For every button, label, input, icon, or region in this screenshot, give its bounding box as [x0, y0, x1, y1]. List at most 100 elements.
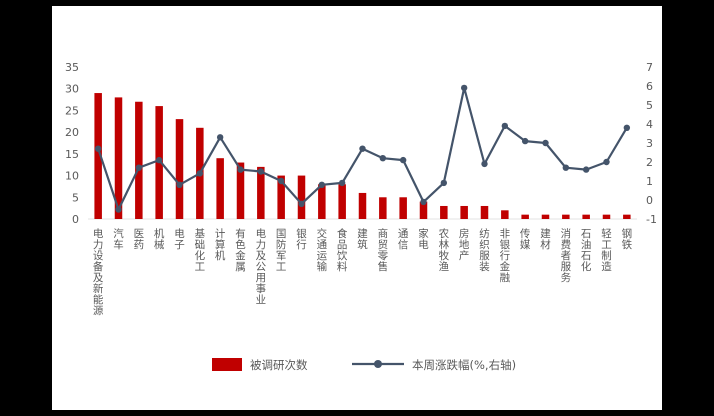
- bar-有色金属: [236, 162, 245, 219]
- bar-非银行金融: [501, 210, 509, 219]
- bar-消费者服务: [562, 214, 570, 219]
- right-axis-tick-label: 5: [646, 99, 653, 112]
- bar-食品饮料: [338, 184, 346, 219]
- category-label: 国防军工: [276, 228, 287, 273]
- line-marker-轻工制造: [603, 158, 610, 166]
- right-axis-tick-label: 1: [646, 175, 653, 188]
- line-marker-钢铁: [623, 124, 631, 131]
- right-axis-tick-label: 3: [646, 137, 653, 150]
- left-axis-tick-label: 15: [65, 148, 79, 161]
- category-label: 钢铁: [622, 227, 633, 251]
- category-label: 非银行金融: [500, 228, 511, 284]
- left-axis-tick-label: 5: [72, 191, 79, 204]
- line-marker-房地产: [460, 84, 468, 92]
- right-axis-tick-label: 4: [646, 118, 653, 131]
- line-marker-汽车: [115, 206, 122, 213]
- category-label: 石油石化: [581, 228, 592, 273]
- line-marker-机械: [155, 156, 163, 164]
- bar-建材: [541, 214, 550, 219]
- bar-建筑: [358, 192, 367, 219]
- research-count-vs-weekly-change-chart: 0 5 10 15 20 25 30 35 -1 0 1 2 3 4 5 6 7 电力设备及新能源汽车医药机械电子…: [65, 61, 657, 372]
- line-marker-纺织服装: [481, 160, 488, 168]
- bar-通信: [399, 197, 407, 219]
- category-label: 建筑: [357, 227, 368, 251]
- category-label: 机械: [154, 227, 165, 251]
- right-axis-tick-label: 0: [646, 194, 653, 207]
- category-label: 医药: [134, 228, 145, 251]
- bar-农林牧渔: [440, 205, 448, 219]
- category-label: 建材: [540, 227, 551, 251]
- right-axis-tick-label: 2: [646, 156, 653, 169]
- bar-房地产: [460, 205, 468, 219]
- line-marker-建材: [542, 139, 549, 147]
- bar-计算机: [216, 158, 224, 219]
- left-axis-tick-label: 0: [72, 213, 79, 226]
- category-label: 通信: [398, 228, 409, 251]
- line-marker-计算机: [216, 134, 224, 141]
- legend-bar-label: 被调研次数: [250, 358, 308, 372]
- category-label: 交通运输: [317, 227, 328, 273]
- legend-bar-swatch: [212, 358, 242, 371]
- category-label: 有色金属: [235, 227, 246, 273]
- left-axis-tick-label: 20: [65, 126, 79, 139]
- category-label: 电力设备及新能源: [93, 227, 104, 317]
- legend: 被调研次数 本周涨跌幅(%,右轴): [212, 358, 516, 372]
- bar-纺织服装: [480, 205, 489, 219]
- line-marker-家电: [420, 198, 427, 206]
- line-marker-交通运输: [318, 181, 326, 188]
- category-label: 商贸零售: [378, 227, 389, 273]
- line-marker-通信: [399, 156, 407, 164]
- line-marker-电力及公用事业: [257, 168, 265, 175]
- category-label: 轻工制造: [601, 227, 612, 273]
- line-marker-建筑: [359, 145, 366, 152]
- line-marker-医药: [135, 164, 143, 171]
- left-axis-tick-label: 35: [65, 61, 79, 74]
- category-label: 电子: [174, 227, 185, 251]
- category-label: 食品饮料: [337, 227, 348, 273]
- category-label: 家电: [418, 227, 429, 251]
- right-axis-tick-label: -1: [646, 213, 657, 226]
- chart-panel: 0 5 10 15 20 25 30 35 -1 0 1 2 3 4 5 6 7 电力设备及新能源 汽车 医药 机械 电子…: [52, 6, 662, 410]
- line-marker-国防军工: [277, 177, 285, 185]
- left-axis-tick-label: 10: [65, 170, 79, 183]
- line-marker-银行: [298, 200, 305, 207]
- category-label: 银行: [296, 227, 307, 251]
- bar-电子: [175, 119, 184, 219]
- bar-医药: [135, 101, 143, 219]
- category-label: 基础化工: [195, 227, 206, 273]
- bar-交通运输: [318, 184, 326, 219]
- legend-line-label: 本周涨跌幅(%,右轴): [412, 358, 516, 372]
- line-marker-石油石化: [582, 166, 590, 173]
- line-marker-传媒: [521, 137, 529, 145]
- category-label: 纺织服装: [479, 227, 490, 273]
- category-label: 农林牧渔: [439, 227, 450, 273]
- line-marker-电力设备及新能源: [94, 145, 102, 152]
- line-marker-农林牧渔: [440, 179, 448, 187]
- bar-家电: [419, 201, 428, 219]
- bar-汽车: [114, 97, 123, 219]
- left-axis-tick-label: 30: [65, 83, 79, 96]
- category-label: 消费者服务: [561, 227, 572, 284]
- right-axis-tick-label: 6: [646, 80, 653, 93]
- bar-商贸零售: [379, 197, 387, 219]
- right-axis-tick-label: 7: [646, 61, 653, 74]
- bar-轻工制造: [602, 214, 611, 219]
- line-marker-电子: [176, 181, 183, 188]
- line-marker-食品饮料: [338, 179, 346, 187]
- bar-钢铁: [623, 214, 631, 219]
- legend-line-marker: [374, 360, 382, 368]
- left-axis-tick-label: 25: [65, 104, 79, 117]
- line-marker-商贸零售: [379, 155, 387, 162]
- bar-银行: [297, 175, 306, 219]
- bar-国防军工: [277, 175, 285, 219]
- bar-石油石化: [582, 214, 590, 219]
- line-marker-基础化工: [196, 170, 204, 177]
- line-marker-非银行金融: [501, 122, 509, 130]
- bar-电力及公用事业: [257, 166, 265, 219]
- category-label: 电力及公用事业: [256, 227, 267, 306]
- bar-传媒: [521, 214, 529, 219]
- bar-电力设备及新能源: [94, 93, 102, 219]
- category-label: 计算机: [215, 227, 226, 262]
- category-label: 传媒: [520, 228, 531, 251]
- category-label: 汽车: [113, 227, 124, 251]
